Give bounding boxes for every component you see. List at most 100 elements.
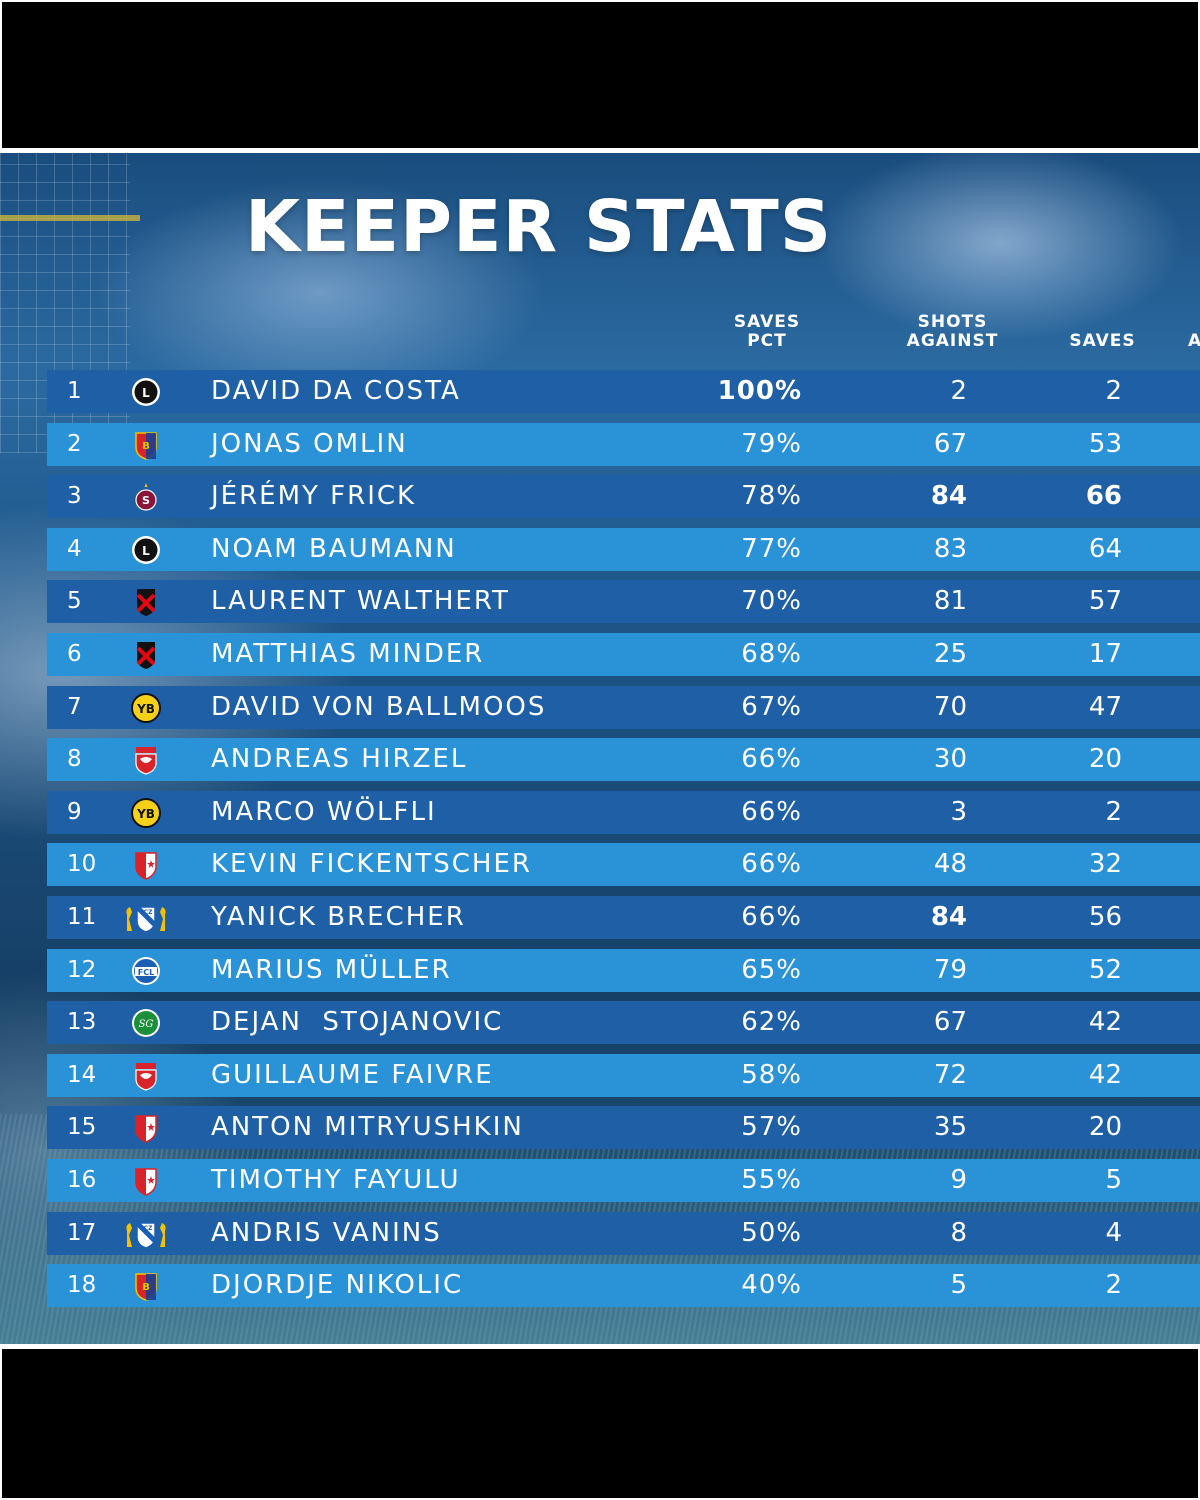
- saves-value: 53: [1088, 428, 1122, 459]
- keeper-name: ANDREAS HIRZEL: [211, 744, 468, 775]
- rank-number: 10: [67, 851, 97, 878]
- column-header-shots-against-line2: AGAINST: [906, 331, 999, 351]
- saves-pct-value: 100%: [717, 376, 802, 406]
- saves-pct-value: 79%: [741, 428, 802, 459]
- keeper-name: ANTON MITRYUSHKIN: [211, 1112, 524, 1143]
- keeper-name: DJORDJE NIKOLIC: [211, 1270, 464, 1301]
- servette-crest-icon: S: [131, 482, 161, 512]
- rank-number: 1: [67, 378, 82, 404]
- keeper-name: DAVID VON BALLMOOS: [211, 691, 547, 722]
- fc-thun-crest-icon: [131, 1061, 161, 1091]
- column-header-saves-pct-line2: PCT: [747, 331, 787, 351]
- rank-number: 13: [67, 1009, 97, 1036]
- shots-against-value: 70: [933, 691, 967, 722]
- svg-text:L: L: [142, 544, 150, 558]
- table-row: 17 FCZ ANDRIS VANINS 50% 8 4: [47, 1211, 1200, 1255]
- fc-sion-crest-icon: [131, 1166, 161, 1196]
- fc-luzern-crest-icon: FCL: [131, 956, 161, 986]
- rank-number: 8: [67, 746, 82, 773]
- table-row: 15 ANTON MITRYUSHKIN 57% 35 20: [47, 1106, 1200, 1150]
- keeper-name: KEVIN FICKENTSCHER: [211, 849, 532, 880]
- svg-text:FCZ: FCZ: [140, 1225, 154, 1232]
- svg-text:FCL: FCL: [138, 968, 154, 977]
- goal-crossbar: [0, 215, 140, 221]
- table-row: 10 KEVIN FICKENTSCHER 66% 48 32: [47, 843, 1200, 887]
- keeper-name: TIMOTHY FAYULU: [211, 1164, 461, 1195]
- rank-number: 14: [67, 1061, 97, 1088]
- shots-against-value: 5: [950, 1270, 967, 1301]
- table-row: 5 LAURENT WALTHERT 70% 81 57: [47, 580, 1200, 624]
- table-row: 9 YB MARCO WÖLFLI 66% 3 2: [47, 790, 1200, 834]
- saves-pct-value: 50%: [741, 1217, 802, 1248]
- saves-value: 17: [1088, 638, 1122, 669]
- rank-number: 7: [67, 693, 82, 720]
- young-boys-crest-icon: YB: [131, 692, 161, 723]
- shots-against-value: 9: [950, 1164, 967, 1195]
- keeper-name: MARCO WÖLFLI: [211, 796, 437, 827]
- rank-number: 11: [67, 903, 97, 930]
- saves-pct-value: 55%: [741, 1164, 802, 1195]
- rank-number: 12: [67, 956, 97, 983]
- letterbox-bottom: [2, 1349, 1198, 1498]
- fc-zurich-crest-icon: FCZ: [123, 903, 169, 933]
- column-header-saves: SAVES: [1069, 331, 1136, 351]
- keeper-name: JONAS OMLIN: [211, 428, 408, 459]
- saves-pct-value: 40%: [741, 1270, 802, 1301]
- fc-basel-crest-icon: B: [131, 1271, 161, 1301]
- rank-number: 6: [67, 640, 82, 667]
- shots-against-value: 84: [930, 481, 967, 512]
- shots-against-value: 8: [950, 1217, 967, 1248]
- saves-value: 20: [1088, 744, 1122, 775]
- fc-lugano-crest-icon: L: [131, 535, 161, 565]
- svg-text:FCZ: FCZ: [140, 909, 154, 916]
- rank-number: 2: [67, 430, 82, 457]
- svg-text:YB: YB: [136, 702, 155, 716]
- xamax-crest-icon: [131, 640, 161, 670]
- svg-text:B: B: [142, 1282, 150, 1293]
- saves-value: 47: [1088, 691, 1122, 722]
- shots-against-value: 30: [933, 744, 967, 775]
- saves-value: 2: [1105, 1270, 1122, 1301]
- rank-number: 9: [67, 798, 82, 825]
- keeper-name: GUILLAUME FAIVRE: [211, 1059, 494, 1090]
- table-row: 1 L DAVID DA COSTA 100% 2 2: [47, 370, 1200, 413]
- saves-pct-value: 62%: [741, 1007, 802, 1038]
- xamax-crest-icon: [131, 587, 161, 617]
- keeper-name: LAURENT WALTHERT: [211, 586, 510, 617]
- saves-pct-value: 78%: [741, 481, 802, 512]
- column-header-cut-off: A: [1188, 331, 1200, 351]
- svg-text:L: L: [142, 386, 150, 400]
- keeper-name: JÉRÉMY FRICK: [211, 481, 417, 512]
- saves-value: 4: [1105, 1217, 1122, 1248]
- table-row: 14 GUILLAUME FAIVRE 58% 72 42: [47, 1053, 1200, 1097]
- fc-st-gallen-crest-icon: SG: [131, 1008, 161, 1038]
- shots-against-value: 72: [933, 1059, 967, 1090]
- table-row: 2 B JONAS OMLIN 79% 67 53: [47, 422, 1200, 466]
- rank-number: 15: [67, 1114, 97, 1141]
- shots-against-value: 25: [933, 638, 967, 669]
- letterbox-top: [2, 2, 1198, 148]
- saves-pct-value: 57%: [741, 1112, 802, 1143]
- keeper-name: DAVID DA COSTA: [211, 376, 461, 406]
- shots-against-value: 3: [950, 796, 967, 827]
- saves-pct-value: 66%: [741, 901, 802, 932]
- fc-thun-crest-icon: [131, 745, 161, 775]
- table-row: 3 S JÉRÉMY FRICK 78% 84 66: [47, 475, 1200, 519]
- table-row: 7 YB DAVID VON BALLMOOS 67% 70 47: [47, 685, 1200, 729]
- svg-text:B: B: [142, 441, 150, 452]
- column-header-saves-pct: SAVES PCT: [712, 313, 822, 351]
- saves-value: 20: [1088, 1112, 1122, 1143]
- table-row: 16 TIMOTHY FAYULU 55% 9 5: [47, 1158, 1200, 1202]
- saves-pct-value: 65%: [741, 954, 802, 985]
- saves-value: 32: [1088, 849, 1122, 880]
- fc-sion-crest-icon: [131, 850, 161, 881]
- rank-number: 18: [67, 1272, 97, 1299]
- keeper-stats-graphic: KEEPER STATS SAVES PCT SHOTS AGAINST SAV…: [0, 153, 1200, 1344]
- keeper-name: ANDRIS VANINS: [211, 1217, 442, 1248]
- table-row: 4 L NOAM BAUMANN 77% 83 64: [47, 527, 1200, 571]
- saves-value: 42: [1088, 1059, 1122, 1090]
- saves-pct-value: 70%: [741, 586, 802, 617]
- saves-pct-value: 68%: [741, 638, 802, 669]
- keeper-name: MARIUS MÜLLER: [211, 954, 452, 985]
- svg-text:YB: YB: [136, 807, 155, 821]
